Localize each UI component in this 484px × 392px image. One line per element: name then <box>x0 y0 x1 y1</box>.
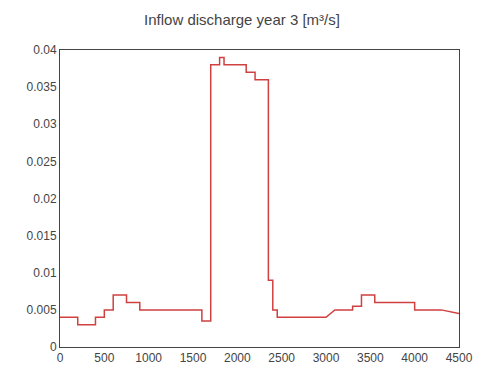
svg-text:2000: 2000 <box>224 351 251 365</box>
svg-text:4000: 4000 <box>401 351 428 365</box>
svg-text:500: 500 <box>94 351 114 365</box>
svg-text:3500: 3500 <box>357 351 384 365</box>
svg-text:0.005: 0.005 <box>27 303 57 317</box>
svg-text:0: 0 <box>57 351 64 365</box>
svg-text:1000: 1000 <box>135 351 162 365</box>
svg-text:0.035: 0.035 <box>27 80 57 94</box>
svg-text:4500: 4500 <box>446 351 473 365</box>
svg-text:0.025: 0.025 <box>27 155 57 169</box>
svg-text:2500: 2500 <box>268 351 295 365</box>
svg-text:0.02: 0.02 <box>33 192 57 206</box>
svg-text:3000: 3000 <box>313 351 340 365</box>
svg-text:1500: 1500 <box>180 351 207 365</box>
svg-text:0.03: 0.03 <box>33 117 57 131</box>
svg-text:0: 0 <box>50 340 57 354</box>
svg-text:0.01: 0.01 <box>33 266 57 280</box>
svg-text:Inflow discharge year 3 [m³/s]: Inflow discharge year 3 [m³/s] <box>144 11 340 28</box>
svg-text:0.015: 0.015 <box>27 229 57 243</box>
svg-text:0.04: 0.04 <box>33 43 57 57</box>
